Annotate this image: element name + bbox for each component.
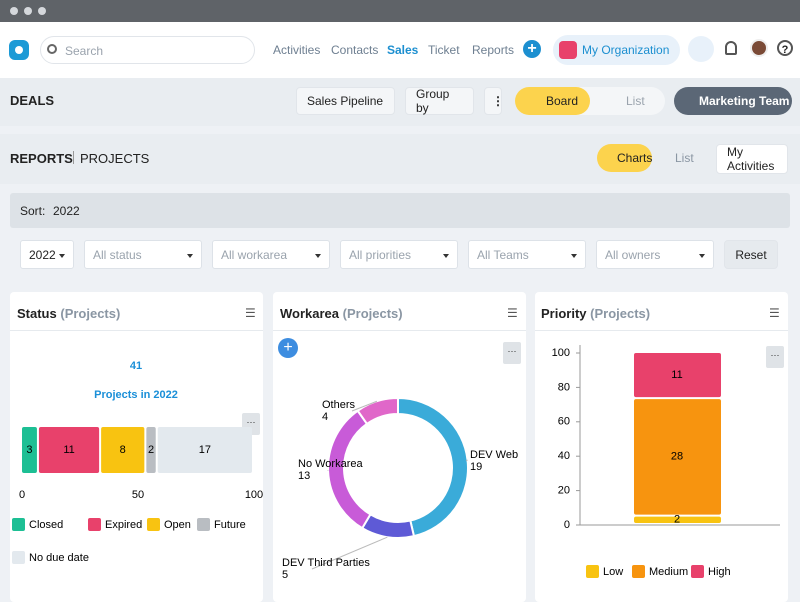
avatar[interactable] [750,39,768,57]
window-dot[interactable] [10,7,18,15]
more-button[interactable]: ··· [766,346,784,368]
panel-title-text: Priority [541,306,587,321]
help-icon[interactable]: ? [777,40,793,56]
add-button[interactable]: + [278,338,298,358]
panel-title: Status (Projects) [17,306,120,321]
panel-title-text: Workarea [280,306,339,321]
filter-select[interactable]: All Teams [468,240,586,269]
sort-value: 2022 [53,204,80,218]
more-button[interactable]: ⋮ [484,87,502,115]
panel-title: Priority (Projects) [541,306,650,321]
group-by-select[interactable]: Group by [405,87,474,115]
reports-subtitle: PROJECTS [80,151,149,166]
toolbar: DEALS Sales Pipeline Group by ⋮ Board Li… [0,78,800,126]
nav-bar: Search Activities Contacts Sales Ticket … [0,22,800,78]
workarea-panel: Workarea (Projects) ☰ + ··· [273,292,526,602]
nav-link[interactable]: Reports [472,43,514,57]
charts-button[interactable]: Charts [597,144,652,172]
search-icon [47,44,57,54]
panel-subtitle: (Projects) [343,306,403,321]
bell-icon[interactable] [725,41,737,55]
rocket-icon[interactable] [688,36,714,62]
filter-select[interactable]: All owners [596,240,714,269]
add-button[interactable]: + [523,40,541,58]
list-button[interactable]: List [675,151,694,165]
reset-button[interactable]: Reset [724,240,778,269]
panel-subtitle: (Projects) [590,306,650,321]
filter-select[interactable]: All workarea [212,240,330,269]
activities-button[interactable]: My Activities [716,144,788,174]
nav-link[interactable]: Sales [387,43,418,57]
search-box[interactable]: Search [40,36,255,64]
window-bar [0,0,800,22]
nav-link[interactable]: Activities [273,43,320,57]
sort-bar: Sort: 2022 [10,193,790,228]
nav-link[interactable]: Contacts [331,43,378,57]
more-button[interactable]: ··· [242,413,260,435]
board-button[interactable]: Board [515,87,590,115]
view-toggle: Board List [515,87,665,115]
logo[interactable] [9,40,29,60]
team-button[interactable]: Marketing Team [674,87,792,115]
menu-icon[interactable]: ☰ [245,306,256,320]
sort-label: Sort: [20,204,45,218]
more-button[interactable]: ··· [503,342,521,364]
filter-select[interactable]: All status [84,240,202,269]
panel-subtitle: (Projects) [60,306,120,321]
search-placeholder: Search [65,44,103,58]
organization-button[interactable]: My Organization [553,35,680,65]
reports-header: REPORTS PROJECTS Charts List My Activiti… [0,134,800,184]
panel-title: Workarea (Projects) [280,306,403,321]
nav-link[interactable]: Ticket [428,43,460,57]
filter-select[interactable]: 2022 [20,240,74,269]
menu-icon[interactable]: ☰ [769,306,780,320]
menu-icon[interactable]: ☰ [507,306,518,320]
org-name: My Organization [582,43,669,57]
list-button[interactable]: List [626,94,645,108]
reports-title: REPORTS [10,151,73,166]
window-dot[interactable] [38,7,46,15]
filter-select[interactable]: All priorities [340,240,458,269]
status-panel: Status (Projects) ☰ ··· [10,292,263,602]
pipeline-select[interactable]: Sales Pipeline [296,87,395,115]
org-icon [559,41,577,59]
page-title: DEALS [10,93,54,108]
panel-title-text: Status [17,306,57,321]
priority-panel: Priority (Projects) ☰ ··· [535,292,788,602]
window-dot[interactable] [24,7,32,15]
